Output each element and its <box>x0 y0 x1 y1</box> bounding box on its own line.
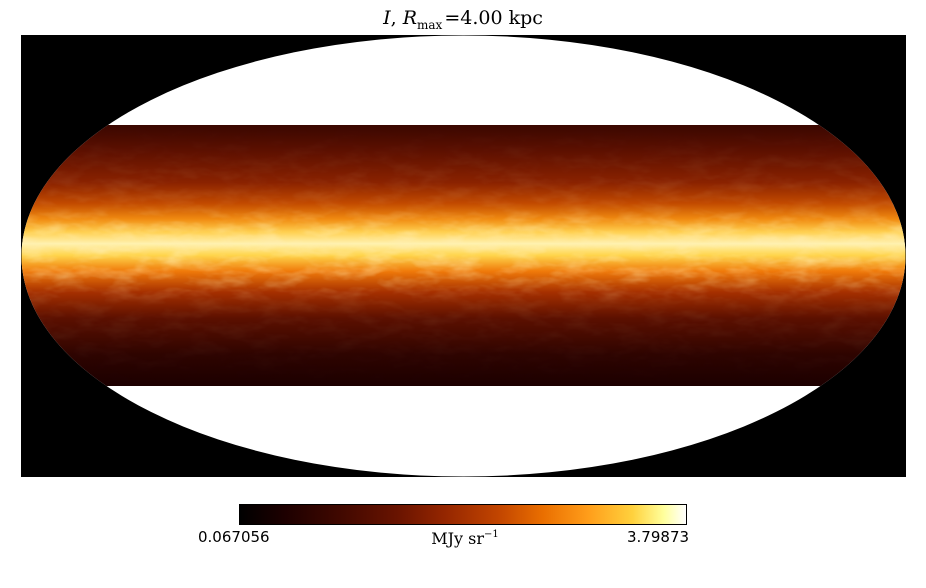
colorbar-max-label: 3.79873 <box>627 528 690 546</box>
unit-exponent: −1 <box>484 529 499 540</box>
map-title: I, Rmax =4.00 kpc <box>0 6 926 37</box>
title-r-value: =4.00 kpc <box>444 7 543 29</box>
title-r-symbol: R <box>402 7 417 29</box>
colorbar-unit-label: MJy sr−1 <box>410 529 520 548</box>
colorbar <box>239 504 687 525</box>
mollweide-projection <box>21 35 906 477</box>
title-r-subscript: max <box>417 18 443 32</box>
dust-structure <box>21 125 906 386</box>
unit-main: MJy sr <box>431 529 485 548</box>
title-separator: , <box>390 7 403 29</box>
sky-map <box>21 35 906 477</box>
colorbar-min-label: 0.067056 <box>198 528 270 546</box>
title-symbol: I <box>383 7 391 29</box>
